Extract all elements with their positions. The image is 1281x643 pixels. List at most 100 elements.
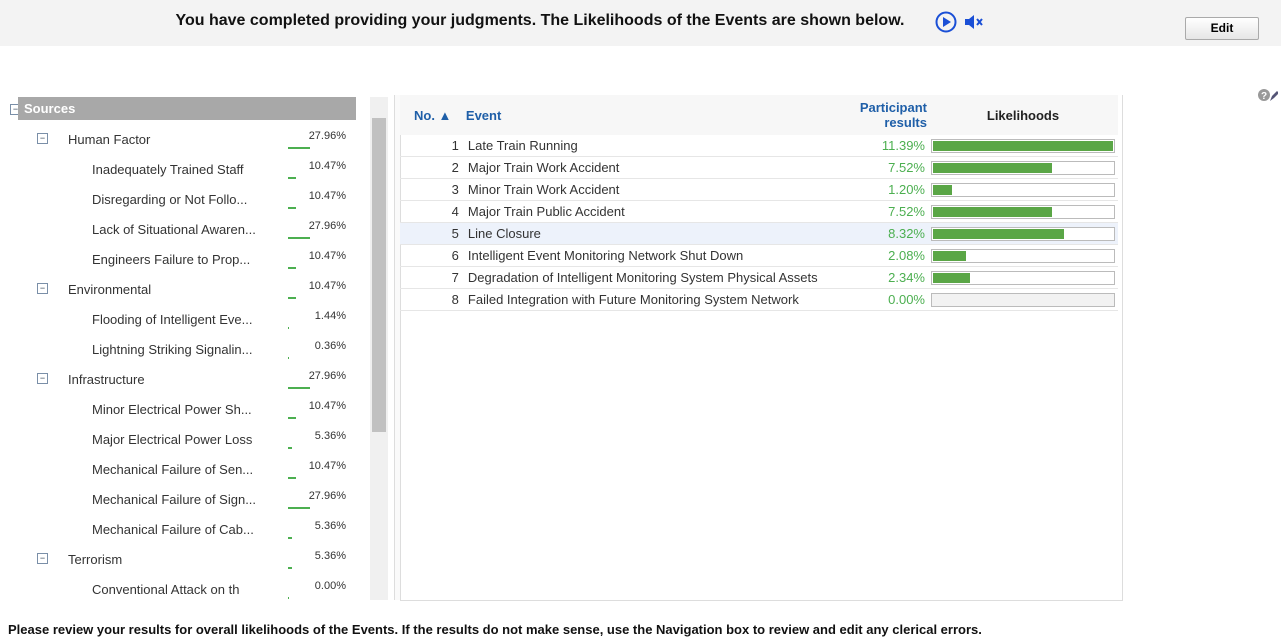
event-name: Intelligent Event Monitoring Network Shu… [464, 244, 847, 267]
collapse-icon[interactable]: − [37, 283, 48, 294]
collapse-icon[interactable]: − [37, 553, 48, 564]
tree-label: Environmental [68, 282, 152, 297]
tree-node: Mechanical Failure of Sign... 27.96% [10, 484, 370, 514]
event-result: 2.34% [846, 266, 928, 289]
likelihood-track [931, 226, 1115, 241]
header [0, 0, 1281, 46]
event-no: 4 [400, 200, 465, 223]
likelihood-track [931, 182, 1115, 197]
event-row: 4 Major Train Public Accident 7.52% [400, 200, 1118, 223]
event-result: 7.52% [846, 156, 928, 179]
tree-bar [288, 417, 297, 419]
tree-bar [288, 237, 310, 239]
likelihood-cell [928, 135, 1118, 157]
svg-text:?: ? [1261, 91, 1267, 102]
event-name: Major Train Public Accident [464, 200, 847, 223]
collapse-icon[interactable]: − [37, 373, 48, 384]
tree-node: Mechanical Failure of Cab... 5.36% [10, 514, 370, 544]
tree-node: Minor Electrical Power Sh... 10.47% [10, 394, 370, 424]
event-name: Major Train Work Accident [464, 156, 847, 179]
tree-value: 10.47% [308, 190, 346, 202]
tree: − Sources − Human Factor 27.96% Inadequatel… [10, 97, 370, 600]
tree-value: 10.47% [308, 160, 346, 172]
tree-node: Disregarding or Not Follo... 10.47% [10, 184, 370, 214]
tree-node: − Terrorism 5.36% [10, 544, 370, 574]
tree-value: 5.36% [314, 520, 346, 532]
col-event[interactable]: Event [464, 95, 847, 135]
splitter[interactable] [394, 95, 401, 600]
tree-value: 5.36% [314, 550, 346, 562]
likelihood-bar [933, 140, 1113, 151]
col-likelihoods: Likelihoods [928, 95, 1118, 135]
event-row: 2 Major Train Work Accident 7.52% [400, 156, 1118, 179]
tree-label: Disregarding or Not Follo... [92, 192, 248, 207]
collapse-icon[interactable]: − [37, 133, 48, 144]
likelihood-track [931, 292, 1115, 307]
tree-bar [288, 327, 290, 329]
tree-bar [288, 597, 289, 599]
likelihood-cell [928, 200, 1118, 223]
edit-button[interactable]: Edit [1185, 17, 1259, 40]
event-name: Failed Integration with Future Monitorin… [464, 288, 847, 311]
event-row: 1 Late Train Running 11.39% [400, 135, 1118, 157]
col-results: Participant results [846, 95, 928, 135]
likelihood-cell [928, 244, 1118, 267]
tree-node: − Infrastructure 27.96% [10, 364, 370, 394]
tree-node: − Human Factor 27.96% [10, 124, 370, 154]
tree-value: 10.47% [308, 400, 346, 412]
tree-bar [288, 447, 293, 449]
likelihood-cell [928, 222, 1118, 245]
tree-value: 10.47% [308, 280, 346, 292]
tree-label: Terrorism [68, 552, 123, 567]
results-panel: No. ▲ Event Participant results Likeliho… [400, 95, 1123, 601]
tree-value: 27.96% [308, 220, 346, 232]
event-no: 7 [400, 266, 465, 289]
tree-bar [288, 357, 289, 359]
likelihood-bar [933, 228, 1065, 239]
event-no: 8 [400, 288, 465, 311]
tree-value: 27.96% [308, 130, 346, 142]
event-no: 3 [400, 178, 465, 201]
tree-bar [288, 177, 297, 179]
tree-label: Major Electrical Power Loss [92, 432, 253, 447]
tree-node: Inadequately Trained Staff 10.47% [10, 154, 370, 184]
tree-label: Mechanical Failure of Cab... [92, 522, 254, 537]
likelihood-track [931, 160, 1115, 175]
event-name: Late Train Running [464, 135, 847, 157]
tree-bar [288, 267, 297, 269]
tree-value: 0.36% [314, 340, 346, 352]
event-row: 6 Intelligent Event Monitoring Network Sh… [400, 244, 1118, 267]
scroll-thumb[interactable] [372, 118, 386, 432]
event-name: Degradation of Intelligent Monitoring Sy… [464, 266, 847, 289]
tree-node: Lightning Striking Signalin... 0.36% [10, 334, 370, 364]
tree-value: 10.47% [308, 460, 346, 472]
tree-bar [288, 477, 297, 479]
event-no: 2 [400, 156, 465, 179]
tree-bar [288, 537, 293, 539]
likelihood-cell [928, 156, 1118, 179]
tree-value: 5.36% [314, 430, 346, 442]
tree-bar [288, 147, 310, 149]
event-result: 11.39% [846, 135, 928, 157]
event-name: Line Closure [464, 222, 847, 245]
tree-value: 27.96% [308, 370, 346, 382]
tree-label: Mechanical Failure of Sen... [92, 462, 254, 477]
event-result: 0.00% [846, 288, 928, 311]
tree-bar [288, 207, 297, 209]
tree-node: Lack of Situational Awaren... 27.96% [10, 214, 370, 244]
likelihood-bar [933, 272, 970, 283]
tree-label: Minor Electrical Power Sh... [92, 402, 252, 417]
col-no[interactable]: No. ▲ [400, 95, 465, 135]
tree-value: 0.00% [314, 580, 346, 592]
tree-value: 1.44% [314, 310, 346, 322]
event-row: 3 Minor Train Work Accident 1.20% [400, 178, 1118, 201]
tree-root: Sources [18, 97, 356, 120]
help-icons[interactable]: ? [1258, 87, 1278, 103]
likelihood-track [931, 248, 1115, 263]
tree-node: Flooding of Intelligent Eve... 1.44% [10, 304, 370, 334]
tree-label: Infrastructure [68, 372, 145, 387]
audio-controls[interactable] [935, 10, 990, 34]
tree-node: Conventional Attack on th 0.00% [10, 574, 370, 600]
tree-value: 27.96% [308, 490, 346, 502]
